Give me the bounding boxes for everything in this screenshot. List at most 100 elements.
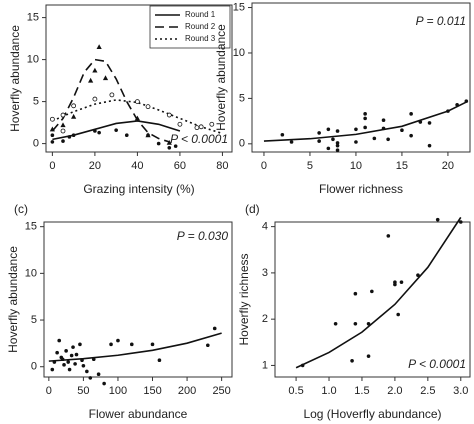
point bbox=[52, 360, 57, 364]
point bbox=[129, 342, 134, 347]
point bbox=[145, 132, 151, 138]
y-tick-label: 0 bbox=[31, 361, 37, 373]
x-tick-label: 5 bbox=[307, 160, 313, 172]
point bbox=[166, 112, 172, 118]
point bbox=[62, 363, 66, 367]
y-tick-label: 5 bbox=[33, 96, 39, 108]
point bbox=[57, 338, 62, 343]
y-axis-label: Hoverfly abundance bbox=[214, 24, 228, 131]
point bbox=[49, 116, 55, 122]
point bbox=[209, 121, 215, 127]
point bbox=[427, 121, 432, 125]
point bbox=[96, 372, 101, 376]
x-tick-label: 1.5 bbox=[354, 385, 369, 397]
x-tick-label: 100 bbox=[109, 385, 127, 397]
y-tick-label: 4 bbox=[262, 221, 268, 233]
point bbox=[418, 120, 423, 124]
y-tick-label: 5 bbox=[239, 92, 245, 104]
point bbox=[60, 122, 66, 128]
x-tick-label: 0 bbox=[261, 160, 267, 172]
panel-label: (c) bbox=[14, 202, 28, 216]
point bbox=[435, 217, 440, 222]
point bbox=[50, 367, 55, 372]
x-axis-label: Flower richness bbox=[319, 182, 403, 196]
x-tick-label: 10 bbox=[350, 160, 362, 172]
y-tick-label: 0 bbox=[239, 138, 245, 150]
point bbox=[198, 124, 204, 130]
point bbox=[335, 148, 340, 152]
point bbox=[109, 92, 115, 98]
point bbox=[157, 358, 162, 362]
point bbox=[49, 126, 55, 132]
y-tick-label: 1 bbox=[262, 359, 268, 371]
point bbox=[370, 289, 374, 294]
point bbox=[326, 127, 331, 132]
point bbox=[71, 113, 77, 119]
point bbox=[81, 363, 86, 368]
y-axis-label: Hoverfly richness bbox=[237, 253, 251, 345]
point bbox=[60, 112, 66, 118]
point bbox=[280, 132, 285, 137]
x-tick-label: 20 bbox=[442, 160, 454, 172]
point bbox=[326, 146, 331, 151]
point bbox=[71, 103, 77, 109]
point bbox=[74, 352, 79, 357]
point bbox=[91, 357, 96, 362]
point bbox=[353, 321, 358, 326]
point bbox=[386, 234, 391, 238]
x-tick-label: 40 bbox=[131, 160, 143, 172]
fit-line bbox=[295, 216, 462, 369]
point bbox=[156, 141, 161, 146]
point bbox=[399, 280, 404, 284]
point bbox=[114, 128, 118, 132]
point bbox=[363, 116, 367, 121]
point bbox=[150, 342, 155, 347]
x-tick-label: 2.5 bbox=[420, 385, 435, 397]
point bbox=[317, 131, 321, 135]
y-tick-label: 10 bbox=[233, 47, 245, 59]
point bbox=[335, 143, 340, 148]
point bbox=[64, 349, 68, 353]
point bbox=[331, 137, 335, 142]
x-tick-label: 150 bbox=[143, 385, 161, 397]
point bbox=[212, 326, 217, 331]
point bbox=[67, 367, 72, 372]
point bbox=[134, 115, 141, 121]
point bbox=[354, 140, 358, 144]
y-tick-label: 5 bbox=[31, 314, 37, 326]
point bbox=[354, 127, 358, 132]
fit-line bbox=[52, 99, 223, 135]
point bbox=[78, 342, 82, 347]
point bbox=[88, 376, 93, 380]
fit-line bbox=[51, 58, 170, 143]
x-tick-label: 2.0 bbox=[387, 385, 402, 397]
point bbox=[409, 112, 413, 116]
point bbox=[353, 291, 358, 296]
point bbox=[71, 133, 76, 137]
y-tick-label: 15 bbox=[27, 12, 39, 24]
x-tick-label: 15 bbox=[396, 160, 408, 172]
point bbox=[61, 139, 65, 143]
point bbox=[350, 359, 354, 363]
point bbox=[50, 133, 55, 137]
point bbox=[416, 273, 420, 278]
point bbox=[55, 350, 59, 355]
x-tick-label: 80 bbox=[216, 160, 228, 172]
y-axis-label: Hoverfly abundance bbox=[8, 25, 22, 132]
x-axis-label: Flower abundance bbox=[89, 407, 188, 421]
point bbox=[333, 321, 338, 326]
point bbox=[109, 342, 113, 347]
point bbox=[300, 363, 305, 368]
point bbox=[177, 121, 183, 127]
point bbox=[409, 133, 413, 138]
plot-frame bbox=[45, 4, 233, 153]
x-tick-label: 250 bbox=[212, 385, 230, 397]
point bbox=[60, 128, 66, 134]
x-tick-label: 200 bbox=[178, 385, 196, 397]
x-axis-label: Grazing intensity (%) bbox=[83, 182, 194, 196]
x-tick-label: 0.5 bbox=[288, 385, 303, 397]
point bbox=[88, 77, 94, 83]
point bbox=[335, 141, 340, 145]
p-value: P = 0.030 bbox=[177, 229, 229, 243]
